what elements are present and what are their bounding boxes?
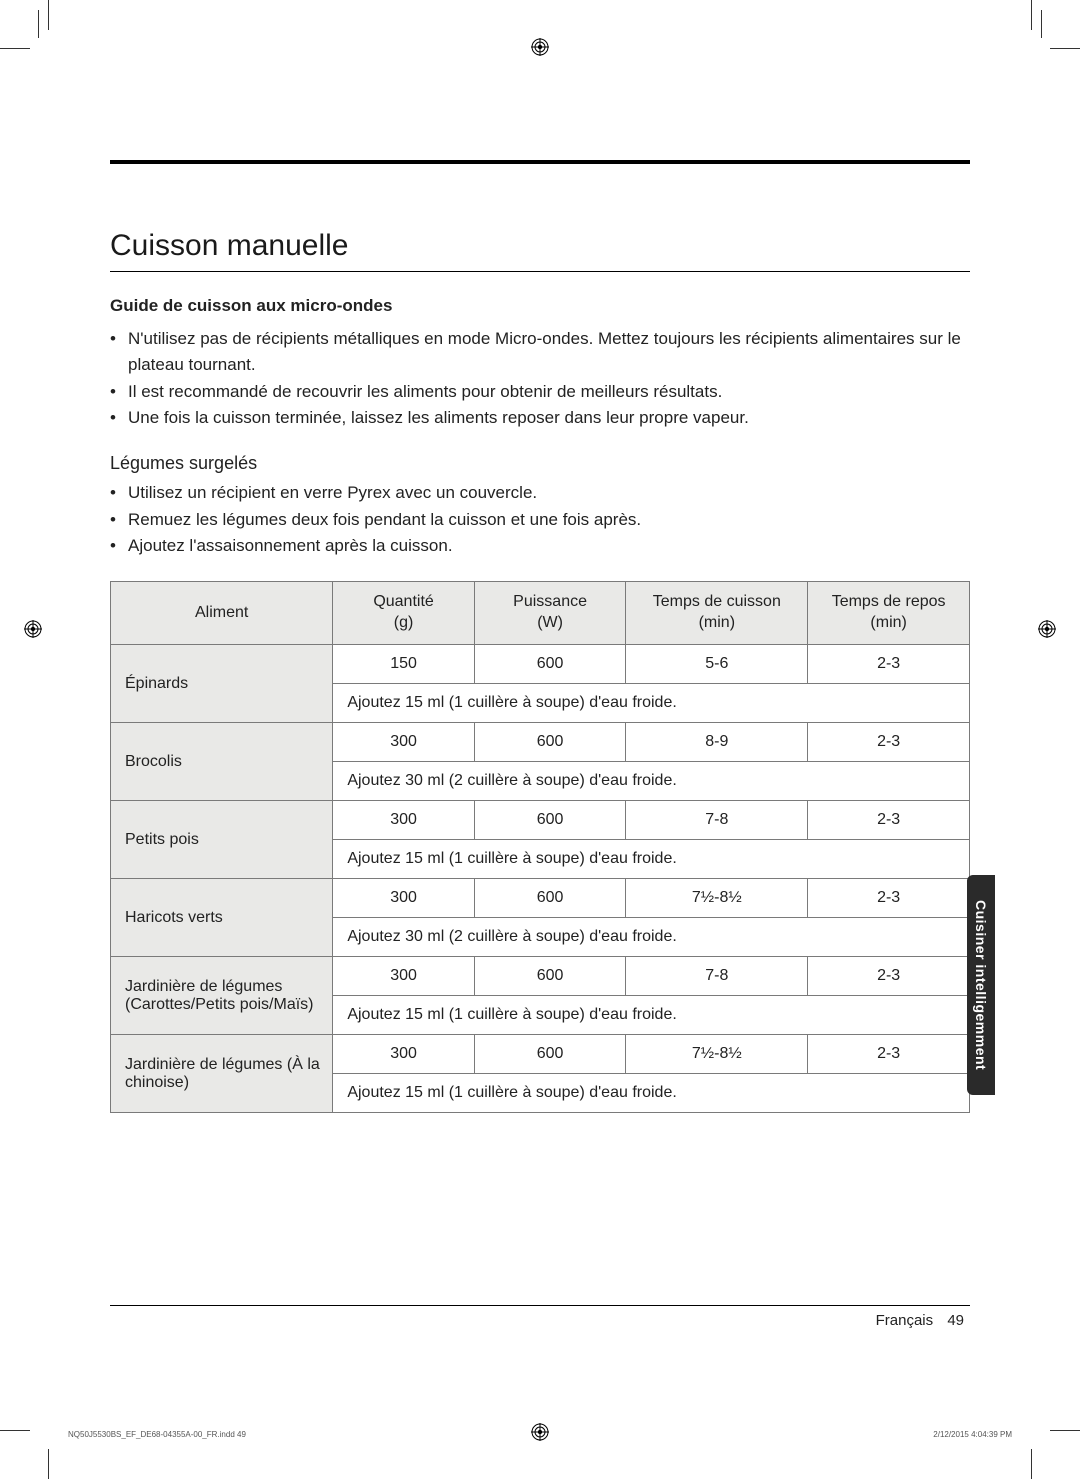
- cell-power: 600: [474, 1035, 626, 1074]
- cell-time: 8-9: [626, 723, 808, 762]
- cell-power: 600: [474, 723, 626, 762]
- sub-bullet-list: Utilisez un récipient en verre Pyrex ave…: [110, 480, 970, 559]
- sub-bullet: Utilisez un récipient en verre Pyrex ave…: [110, 480, 970, 506]
- cell-time: 7½-8½: [626, 1035, 808, 1074]
- cell-time: 5-6: [626, 645, 808, 684]
- cell-rest: 2-3: [808, 723, 970, 762]
- footer-rule: [110, 1305, 970, 1306]
- cooking-table: Aliment Quantité(g) Puissance(W) Temps d…: [110, 581, 970, 1113]
- registration-mark-icon: [24, 620, 42, 638]
- cell-qty: 150: [333, 645, 474, 684]
- table-row: Épinards 150 600 5-6 2-3: [111, 645, 970, 684]
- cell-rest: 2-3: [808, 645, 970, 684]
- registration-mark-icon: [1038, 620, 1056, 638]
- side-tab: Cuisiner intelligemment: [967, 875, 995, 1095]
- top-rule: [110, 160, 970, 164]
- cell-food: Jardinière de légumes (Carottes/Petits p…: [111, 957, 333, 1035]
- cell-qty: 300: [333, 723, 474, 762]
- cell-food: Haricots verts: [111, 879, 333, 957]
- guide-bullet: Il est recommandé de recouvrir les alime…: [110, 379, 970, 405]
- cell-rest: 2-3: [808, 957, 970, 996]
- cell-power: 600: [474, 801, 626, 840]
- cell-qty: 300: [333, 957, 474, 996]
- sub-heading: Légumes surgelés: [110, 453, 970, 474]
- cell-note: Ajoutez 30 ml (2 cuillère à soupe) d'eau…: [333, 918, 970, 957]
- cell-food: Jardinière de légumes (À la chinoise): [111, 1035, 333, 1113]
- page-content: Cuisson manuelle Guide de cuisson aux mi…: [110, 160, 970, 1113]
- guide-heading: Guide de cuisson aux micro-ondes: [110, 296, 970, 316]
- guide-bullet: Une fois la cuisson terminée, laissez le…: [110, 405, 970, 431]
- registration-mark-icon: [531, 1423, 549, 1441]
- cell-rest: 2-3: [808, 879, 970, 918]
- sub-bullet: Ajoutez l'assaisonnement après la cuisso…: [110, 533, 970, 559]
- cell-qty: 300: [333, 879, 474, 918]
- cell-rest: 2-3: [808, 1035, 970, 1074]
- table-header-row: Aliment Quantité(g) Puissance(W) Temps d…: [111, 582, 970, 645]
- cell-rest: 2-3: [808, 801, 970, 840]
- cell-note: Ajoutez 15 ml (1 cuillère à soupe) d'eau…: [333, 684, 970, 723]
- section-title: Cuisson manuelle: [110, 229, 970, 272]
- cell-time: 7-8: [626, 957, 808, 996]
- table-row: Petits pois 300 600 7-8 2-3: [111, 801, 970, 840]
- cell-power: 600: [474, 957, 626, 996]
- th-power: Puissance(W): [474, 582, 626, 645]
- table-row: Brocolis 300 600 8-9 2-3: [111, 723, 970, 762]
- cell-power: 600: [474, 879, 626, 918]
- cell-note: Ajoutez 15 ml (1 cuillère à soupe) d'eau…: [333, 840, 970, 879]
- th-time: Temps de cuisson(min): [626, 582, 808, 645]
- th-rest: Temps de repos(min): [808, 582, 970, 645]
- th-food: Aliment: [111, 582, 333, 645]
- footer: Français 49: [876, 1312, 964, 1329]
- cell-note: Ajoutez 15 ml (1 cuillère à soupe) d'eau…: [333, 1074, 970, 1113]
- cell-note: Ajoutez 15 ml (1 cuillère à soupe) d'eau…: [333, 996, 970, 1035]
- th-qty: Quantité(g): [333, 582, 474, 645]
- cell-power: 600: [474, 645, 626, 684]
- guide-bullet: N'utilisez pas de récipients métalliques…: [110, 326, 970, 379]
- table-row: Haricots verts 300 600 7½-8½ 2-3: [111, 879, 970, 918]
- cell-time: 7½-8½: [626, 879, 808, 918]
- side-tab-label: Cuisiner intelligemment: [973, 900, 989, 1070]
- table-row: Jardinière de légumes (À la chinoise) 30…: [111, 1035, 970, 1074]
- cell-qty: 300: [333, 1035, 474, 1074]
- cell-food: Épinards: [111, 645, 333, 723]
- cell-time: 7-8: [626, 801, 808, 840]
- cell-food: Petits pois: [111, 801, 333, 879]
- imprint-timestamp: 2/12/2015 4:04:39 PM: [933, 1430, 1012, 1439]
- imprint-filename: NQ50J5530BS_EF_DE68-04355A-00_FR.indd 49: [68, 1430, 246, 1439]
- sub-bullet: Remuez les légumes deux fois pendant la …: [110, 507, 970, 533]
- guide-bullet-list: N'utilisez pas de récipients métalliques…: [110, 326, 970, 431]
- footer-page-number: 49: [947, 1312, 964, 1329]
- cell-note: Ajoutez 30 ml (2 cuillère à soupe) d'eau…: [333, 762, 970, 801]
- cell-qty: 300: [333, 801, 474, 840]
- cell-food: Brocolis: [111, 723, 333, 801]
- footer-language: Français: [876, 1312, 934, 1329]
- registration-mark-icon: [531, 38, 549, 56]
- table-row: Jardinière de légumes (Carottes/Petits p…: [111, 957, 970, 996]
